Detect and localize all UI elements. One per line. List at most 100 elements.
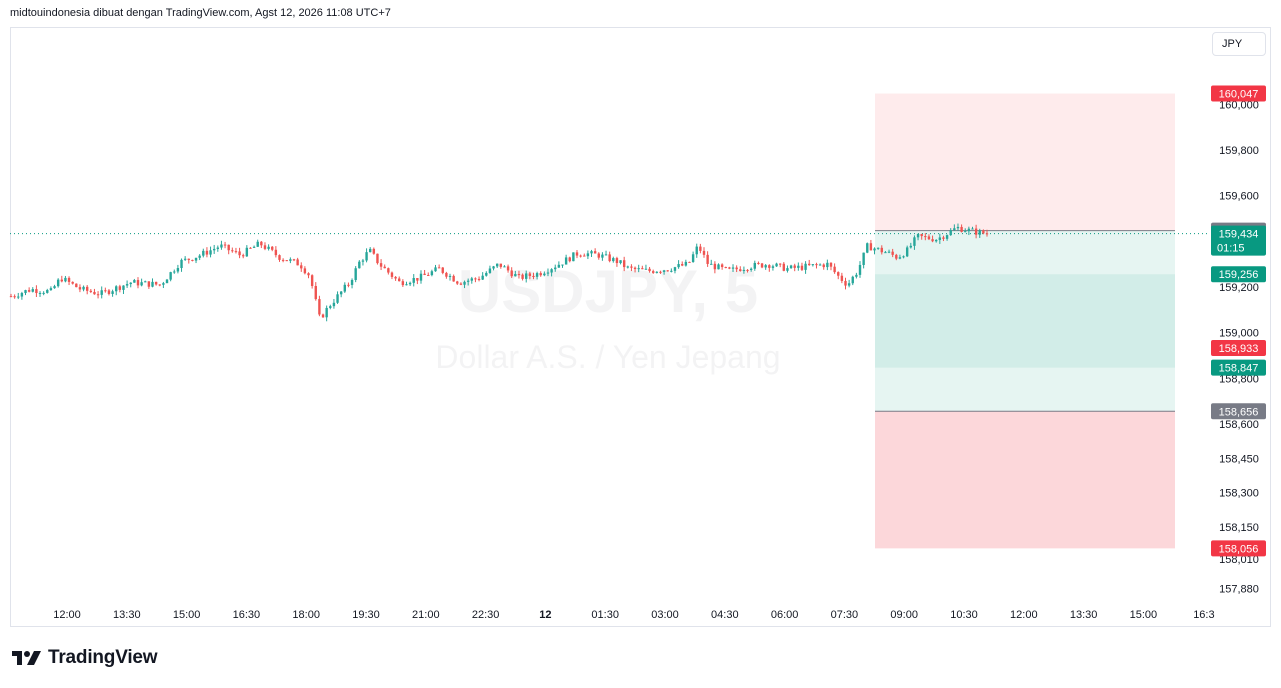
candle[interactable] [38,292,42,294]
candle[interactable] [673,267,677,271]
candle[interactable] [913,237,916,246]
candle[interactable] [739,269,742,272]
candle[interactable] [427,274,430,276]
candle[interactable] [376,253,379,264]
candle[interactable] [93,291,96,295]
candle[interactable] [434,267,437,272]
candle[interactable] [111,291,114,294]
candle[interactable] [840,275,844,281]
candle[interactable] [35,289,38,294]
candle[interactable] [586,253,590,257]
candle[interactable] [909,245,913,248]
candle[interactable] [699,246,702,251]
candle[interactable] [510,270,513,277]
candle[interactable] [967,228,971,232]
candle[interactable] [572,252,575,262]
candle[interactable] [608,254,611,262]
candle[interactable] [760,263,764,268]
candle[interactable] [681,264,684,266]
candle[interactable] [964,231,967,233]
candle[interactable] [942,237,945,239]
target-zone-a[interactable] [875,230,1175,275]
candle[interactable] [564,257,568,265]
candle[interactable] [503,266,506,268]
candle[interactable] [412,278,415,283]
candle[interactable] [252,246,256,248]
candle[interactable] [876,247,880,249]
candle[interactable] [851,276,854,284]
candle[interactable] [782,263,786,271]
candle[interactable] [285,260,288,262]
candle[interactable] [837,272,840,276]
candle[interactable] [953,228,956,231]
candle[interactable] [884,252,887,254]
candle[interactable] [194,257,198,261]
candle[interactable] [485,272,488,276]
candle[interactable] [60,279,63,282]
candle[interactable] [666,270,669,272]
candle[interactable] [797,265,800,268]
candle[interactable] [100,290,103,295]
candle[interactable] [742,269,746,272]
candle[interactable] [289,259,292,261]
candle[interactable] [525,273,528,279]
candle[interactable] [695,246,698,255]
price-axis[interactable]: 160,000 159,800 159,600 159,200 159,000 158,8… [1219,99,1259,595]
candle[interactable] [575,252,579,256]
candle[interactable] [85,286,89,291]
candle[interactable] [401,281,405,286]
candle[interactable] [633,267,637,270]
candle[interactable] [847,283,851,286]
candle[interactable] [144,281,147,283]
candle[interactable] [710,263,713,265]
candle[interactable] [46,290,49,293]
candle[interactable] [147,281,151,287]
candle[interactable] [281,259,285,261]
candle[interactable] [488,268,492,273]
candle[interactable] [274,249,278,256]
candle[interactable] [56,279,60,287]
candle[interactable] [880,247,883,253]
candle[interactable] [985,233,989,235]
candle[interactable] [361,260,365,262]
candle[interactable] [960,226,963,232]
candle[interactable] [978,230,981,235]
target-zone-c[interactable] [875,367,1175,412]
candle[interactable] [107,290,111,294]
candle[interactable] [670,270,673,272]
candle[interactable] [789,265,793,269]
candle[interactable] [430,271,434,276]
candle[interactable] [916,234,920,238]
candle[interactable] [713,263,717,270]
candle[interactable] [332,302,336,307]
candle[interactable] [42,292,45,294]
candle[interactable] [637,268,640,270]
candle[interactable] [296,259,299,266]
candle[interactable] [405,284,408,286]
candle[interactable] [702,250,706,255]
candle[interactable] [746,269,749,271]
candle[interactable] [768,265,771,268]
candle[interactable] [122,285,125,290]
candle[interactable] [9,296,13,298]
candle[interactable] [757,262,760,264]
candle[interactable] [154,281,158,285]
candle[interactable] [423,273,426,275]
candle[interactable] [535,273,539,277]
candle[interactable] [64,277,67,282]
candle[interactable] [706,254,709,264]
candle[interactable] [775,263,778,267]
candle[interactable] [202,250,205,256]
candle[interactable] [811,264,815,266]
candle[interactable] [13,296,16,298]
candle[interactable] [75,283,78,288]
candle[interactable] [198,255,201,258]
candle[interactable] [245,247,249,257]
candle[interactable] [601,254,604,258]
candle[interactable] [866,243,869,253]
candle[interactable] [325,307,328,318]
candle[interactable] [920,234,923,237]
candle[interactable] [165,279,169,284]
candle[interactable] [89,290,93,292]
candle[interactable] [212,248,216,251]
